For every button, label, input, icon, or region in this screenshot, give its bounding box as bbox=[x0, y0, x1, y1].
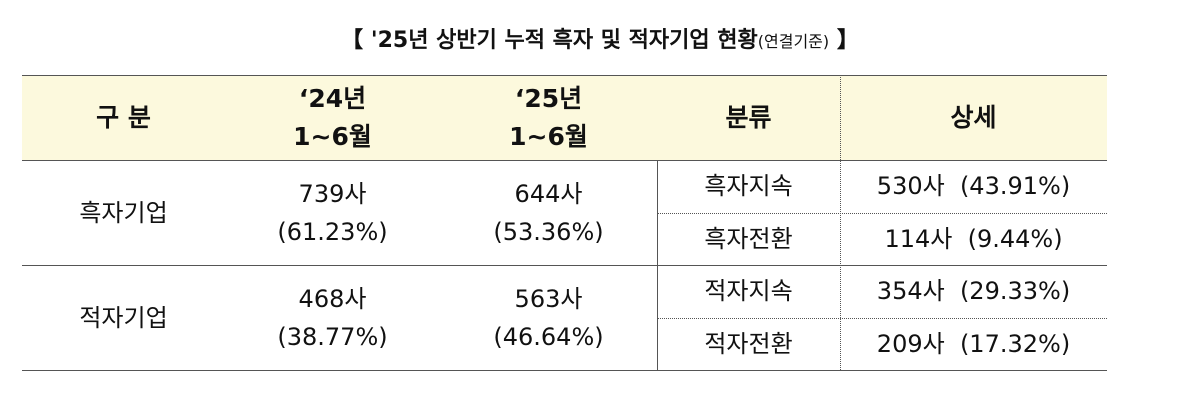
row-divider bbox=[657, 317, 1107, 319]
half1-cell: 468사 (38.77%) bbox=[225, 265, 440, 370]
cell-line: ‘24년 bbox=[298, 83, 367, 113]
kind-cell: 흑자전환 bbox=[704, 224, 793, 253]
bracket: 【 bbox=[341, 28, 364, 53]
detail-cell: 530사 (43.91%) bbox=[876, 172, 1071, 201]
header-cell: 상세 bbox=[840, 75, 1107, 160]
group-cell: 흑자기업 bbox=[79, 198, 168, 227]
detail-cell: 209사 (17.32%) bbox=[876, 329, 1071, 358]
cell-line: 상세 bbox=[950, 102, 997, 132]
cell-line: 468사 bbox=[298, 284, 367, 313]
kind-cell: 흑자지속 bbox=[704, 172, 793, 201]
table-rule bbox=[22, 75, 1107, 76]
cell-line: (61.23%) bbox=[277, 217, 388, 246]
cell-line: ‘25년 bbox=[514, 83, 583, 113]
row-divider bbox=[657, 212, 1107, 214]
cell-line: 1~6월 bbox=[509, 121, 588, 151]
header-bg bbox=[22, 75, 1107, 160]
detail-cell: 114사 (9.44%) bbox=[884, 224, 1063, 253]
kind-cell: 적자지속 bbox=[704, 277, 793, 306]
cell-line: 구 분 bbox=[96, 102, 151, 132]
cell-line: 563사 bbox=[514, 284, 583, 313]
cell-line: (38.77%) bbox=[277, 322, 388, 351]
cell-line: 분류 bbox=[725, 102, 772, 132]
cell-line: 1~6월 bbox=[293, 121, 372, 151]
title-text: '25년 상반기 누적 흑자 및 적자기업 현황 bbox=[370, 28, 758, 53]
bracket: 】 bbox=[836, 28, 859, 53]
header-cell: 구 분 bbox=[22, 75, 225, 160]
detail-cell: 354사 (29.33%) bbox=[876, 277, 1071, 306]
col-divider bbox=[657, 160, 658, 370]
cell-line: 644사 bbox=[514, 179, 583, 208]
cell-line: (46.64%) bbox=[493, 322, 604, 351]
table-rule bbox=[22, 370, 1107, 371]
half2-cell: 563사 (46.64%) bbox=[440, 265, 657, 370]
half1-cell: 739사 (61.23%) bbox=[225, 160, 440, 265]
cell-line: 739사 bbox=[298, 179, 367, 208]
table-rule bbox=[22, 265, 1107, 266]
header-cell: 분류 bbox=[657, 75, 840, 160]
half2-cell: 644사 (53.36%) bbox=[440, 160, 657, 265]
cell-line: (53.36%) bbox=[493, 217, 604, 246]
title: 【 '25년 상반기 누적 흑자 및 적자기업 현황(연결기준) 】 bbox=[0, 22, 1200, 54]
basis: (연결기준) bbox=[757, 32, 830, 51]
kind-cell: 적자전환 bbox=[704, 329, 793, 358]
header-cell: ‘24년 1~6월 bbox=[225, 75, 440, 160]
col-divider bbox=[840, 75, 841, 370]
group-cell: 적자기업 bbox=[79, 303, 168, 332]
header-cell: ‘25년 1~6월 bbox=[440, 75, 657, 160]
table-rule bbox=[22, 160, 1107, 161]
